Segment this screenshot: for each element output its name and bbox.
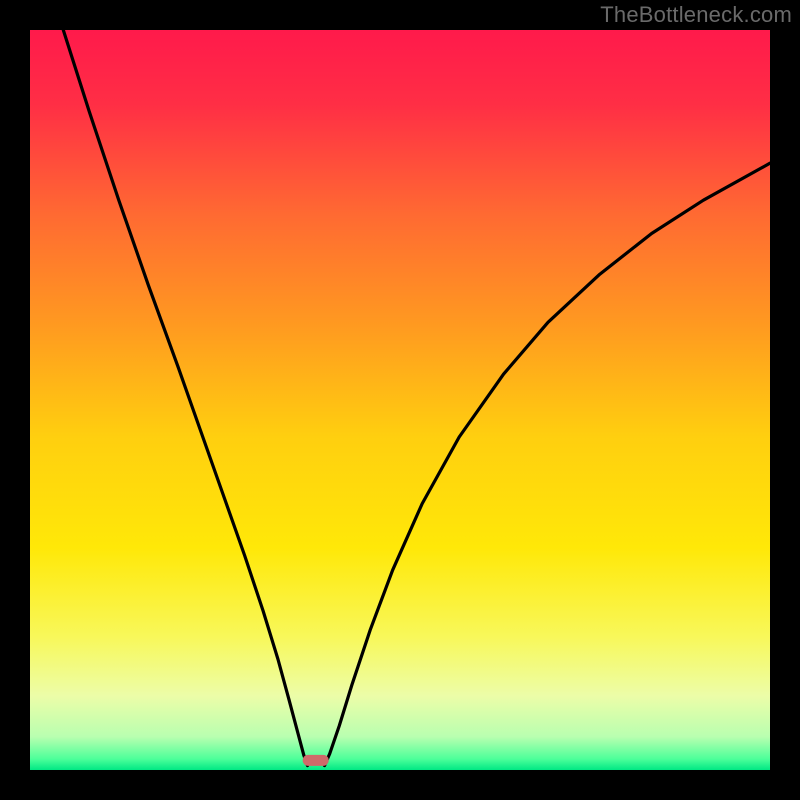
- watermark-text: TheBottleneck.com: [600, 2, 792, 28]
- bottleneck-curve: [30, 30, 770, 770]
- curve-right-branch: [325, 163, 770, 765]
- curve-left-branch: [63, 30, 307, 766]
- optimal-point-marker: [302, 755, 329, 765]
- plot-area: [30, 30, 770, 770]
